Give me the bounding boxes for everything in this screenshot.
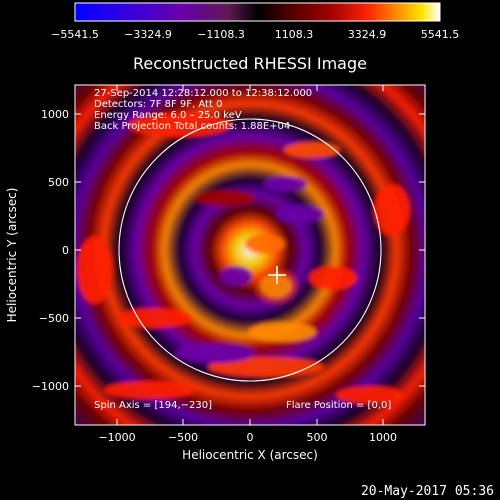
solar-limb-circle [118, 118, 382, 382]
colorbar-ticks: −5541.5 −3324.9 −1108.3 1108.3 3324.9 55… [51, 28, 459, 41]
colorbar-tick-5: 3324.9 [348, 28, 387, 41]
upper-left-fringe-blob [195, 190, 255, 206]
spin-axis-label: Spin Axis = [194,−230] [94, 400, 212, 411]
plot-title: Reconstructed RHESSI Image [133, 54, 367, 73]
y-tick-label-5: −1000 [32, 380, 69, 393]
y-tick-label-4: −500 [39, 312, 69, 325]
upper-right-fringe-blob [284, 142, 340, 158]
spin-axis-marker [268, 266, 286, 284]
x-tick-label-4: 500 [307, 431, 328, 444]
annotation-line-4: Back Projection Total counts: 1.88E+04 [94, 121, 290, 132]
y-axis-title: Heliocentric Y (arcsec) [5, 188, 19, 323]
x-axis-labels: −1000 −500 0 500 1000 [98, 431, 397, 444]
annotation-line-3: Energy Range: 6.0 – 25.0 keV [94, 110, 242, 121]
y-tick-label-3: 0 [62, 244, 69, 257]
purple-inner-right [276, 205, 324, 223]
annotation-text-block: 27-Sep-2014 12:28:12.000 to 12:38:12.000… [94, 88, 312, 132]
x-tick-label-3: 0 [247, 431, 254, 444]
y-axis-labels: 1000 500 0 −500 −1000 [32, 108, 69, 393]
purple-inner-left [220, 266, 252, 286]
far-left-band-blob [77, 236, 113, 304]
bottom-right-band-blob [336, 386, 404, 404]
mid-right-fringe-blob [309, 266, 357, 290]
x-axis-title: Heliocentric X (arcsec) [182, 448, 318, 462]
hot-core-glow [254, 268, 298, 304]
far-right-band-blob [374, 184, 410, 236]
lower-band-blob [208, 357, 324, 377]
colorbar-tick-6: 5541.5 [421, 28, 460, 41]
x-tick-label-5: 1000 [369, 431, 397, 444]
left-band-blob [117, 308, 193, 328]
bottom-left-band-blob [104, 381, 196, 399]
colorbar-tick-3: −1108.3 [197, 28, 245, 41]
colorbar-gradient [74, 2, 441, 22]
image-panel: 27-Sep-2014 12:28:12.000 to 12:38:12.000… [75, 85, 425, 425]
annotation-line-2: Detectors: 7F 8F 9F, Att 0 [94, 99, 222, 110]
y-tick-label-1: 1000 [41, 108, 69, 121]
upper-band-blob [128, 113, 232, 137]
footer-timestamp: 20-May-2017 05:36 [361, 484, 494, 499]
purple-lower-left [175, 343, 255, 363]
fringe-blobs [77, 113, 410, 404]
purple-upper-right [263, 176, 307, 192]
y-tick-label-2: 500 [48, 176, 69, 189]
upper-fringe-blob [245, 234, 285, 254]
colorbar-tick-4: 1108.3 [275, 28, 314, 41]
x-tick-label-1: −1000 [98, 431, 135, 444]
lower-fringe-blob [248, 322, 316, 342]
annotation-line-1: 27-Sep-2014 12:28:12.000 to 12:38:12.000 [94, 88, 312, 99]
x-tick-label-2: −500 [168, 431, 198, 444]
colorbar-tick-1: −5541.5 [51, 28, 99, 41]
flare-position-label: Flare Position = [0,0] [286, 400, 391, 411]
y-axis-ticks [75, 113, 425, 387]
x-axis-ticks [116, 85, 384, 425]
reconstructed-image-structure [75, 85, 425, 425]
colorbar: −5541.5 −3324.9 −1108.3 1108.3 3324.9 55… [51, 2, 459, 41]
colorbar-tick-2: −3324.9 [124, 28, 172, 41]
